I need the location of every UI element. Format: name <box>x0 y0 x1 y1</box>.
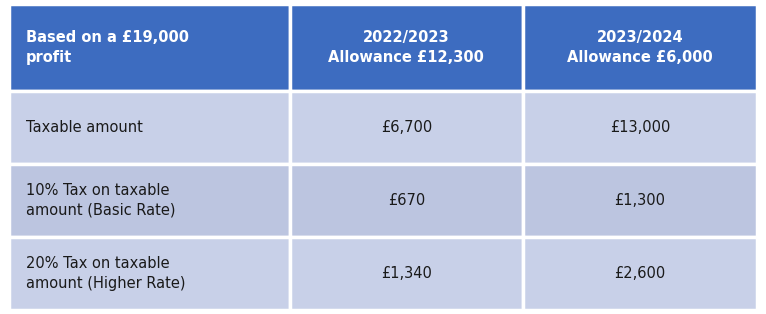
Bar <box>523 237 757 310</box>
Text: £670: £670 <box>388 193 425 208</box>
Bar <box>523 4 757 91</box>
Text: £1,300: £1,300 <box>614 193 666 208</box>
Text: 20% Tax on taxable
amount (Higher Rate): 20% Tax on taxable amount (Higher Rate) <box>26 256 185 290</box>
Bar <box>9 4 290 91</box>
Bar <box>290 237 523 310</box>
Text: £2,600: £2,600 <box>614 266 666 281</box>
Bar <box>523 164 757 237</box>
Text: £6,700: £6,700 <box>381 120 432 135</box>
Text: 2022/2023
Allowance £12,300: 2022/2023 Allowance £12,300 <box>329 30 484 65</box>
Bar <box>9 91 290 164</box>
Text: £13,000: £13,000 <box>610 120 670 135</box>
Text: Taxable amount: Taxable amount <box>26 120 143 135</box>
Text: £1,340: £1,340 <box>381 266 432 281</box>
Text: 10% Tax on taxable
amount (Basic Rate): 10% Tax on taxable amount (Basic Rate) <box>26 183 175 218</box>
Bar <box>290 164 523 237</box>
Bar <box>523 91 757 164</box>
Bar <box>9 237 290 310</box>
Bar <box>290 4 523 91</box>
Text: Based on a £19,000
profit: Based on a £19,000 profit <box>26 30 189 65</box>
Bar <box>290 91 523 164</box>
Bar <box>9 164 290 237</box>
Text: 2023/2024
Allowance £6,000: 2023/2024 Allowance £6,000 <box>567 30 713 65</box>
